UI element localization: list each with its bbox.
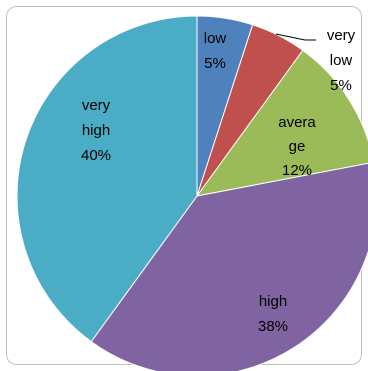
slice-value-high: 38% xyxy=(258,318,288,335)
slice-label-very-low-line1: very xyxy=(327,27,356,44)
pie-slice-high xyxy=(90,162,368,371)
slice-value-very-high: 40% xyxy=(81,147,111,164)
slice-value-average: 12% xyxy=(282,162,312,179)
slice-label-average-line1: avera xyxy=(278,114,316,131)
slice-label-very-high-line1: very xyxy=(82,97,111,114)
pie-slices xyxy=(16,15,368,371)
slice-value-very-low: 5% xyxy=(330,77,352,94)
slice-label-high: high xyxy=(259,293,287,310)
very-low-leader-line xyxy=(275,33,306,41)
slice-label-very-low-line2: low xyxy=(330,52,353,69)
slice-label-average-line2: ge xyxy=(289,138,306,155)
slice-label-very-high-line2: high xyxy=(82,122,110,139)
pie-labels: low 5% very low 5% avera ge 12% high 38%… xyxy=(81,27,356,335)
pie-slice-very-high xyxy=(16,15,198,343)
slice-value-low: 5% xyxy=(204,55,226,72)
slice-label-low: low xyxy=(204,30,227,47)
pie-slice-average xyxy=(195,49,368,197)
